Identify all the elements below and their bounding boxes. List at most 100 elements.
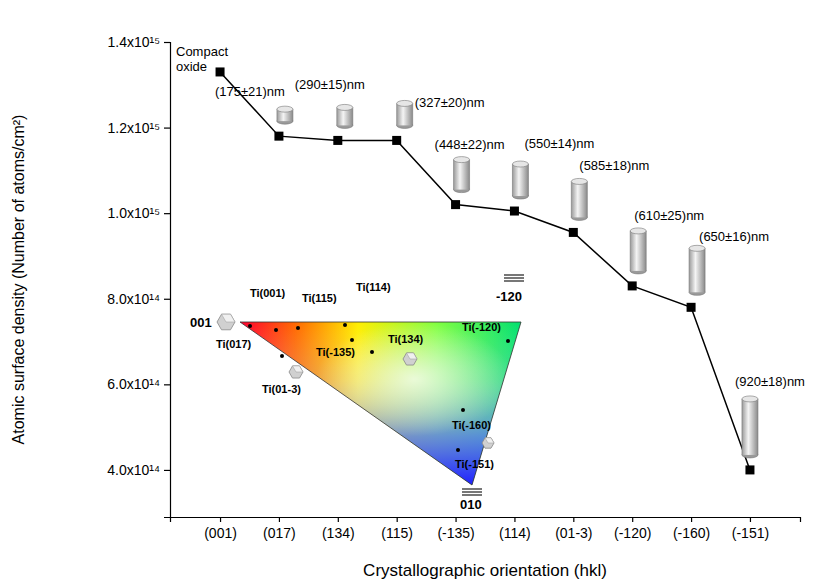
x-tick-label: (001) [204, 525, 237, 541]
cylinder-edge [453, 160, 454, 190]
data-marker [687, 303, 696, 312]
y-tick-mark [164, 299, 170, 300]
data-marker [216, 67, 225, 76]
orientation-dot [274, 328, 278, 332]
x-axis-line [171, 518, 801, 523]
cylinder-edge [705, 248, 706, 292]
x-tick-label: (114) [499, 525, 531, 541]
stripe-icon [462, 491, 482, 493]
thickness-cylinder [689, 245, 705, 295]
x-tick-label: (017) [263, 525, 296, 541]
orientation-label: Ti(-160) [452, 419, 491, 431]
cylinder-edge [469, 160, 470, 190]
x-tick-mark [397, 517, 398, 522]
x-tick-mark [573, 517, 574, 522]
corner-label: -120 [496, 289, 522, 304]
background [0, 0, 829, 587]
annotation: Compactoxide [176, 44, 228, 74]
data-marker [628, 281, 637, 290]
hexagon-icon-face [222, 314, 236, 322]
y-tick: 8.0x10¹⁴ [107, 291, 170, 307]
thickness-cylinder [337, 104, 353, 128]
hexagon-icon [482, 438, 494, 448]
x-tick-mark [279, 517, 280, 522]
cylinder-edge [352, 107, 353, 125]
thickness-cylinder [571, 178, 587, 220]
cylinder-edge [571, 181, 572, 217]
y-axis-title: Atomic surface density (Number of atoms/… [10, 115, 27, 445]
annotation: (290±15)nm [295, 77, 365, 92]
thickness-cylinder [454, 157, 470, 193]
x-tick: (001) [204, 517, 237, 541]
thickness-cylinder [277, 106, 293, 124]
x-tick: (01-3) [555, 517, 592, 541]
x-tick-mark [455, 517, 456, 522]
cylinder-edge [646, 231, 647, 271]
orientation-label: Ti(134) [388, 333, 424, 345]
x-tick: (-160) [673, 517, 710, 541]
y-tick-label: 4.0x10¹⁴ [107, 462, 160, 478]
x-tick-label: (134) [322, 525, 355, 541]
corner-label: 010 [460, 497, 482, 512]
cylinder-top [397, 100, 413, 106]
cylinder-body [689, 248, 705, 292]
x-tick-mark [338, 517, 339, 522]
cylinder-edge [741, 399, 742, 455]
x-axis: (001) (017) (134) (115) (-135) (114) (01-3) (-1… [171, 517, 801, 541]
cylinder-top [571, 178, 587, 184]
cylinder-edge [630, 231, 631, 271]
y-tick-label: 6.0x10¹⁴ [107, 376, 160, 392]
x-tick: (-151) [732, 517, 769, 541]
cylinder-edge [396, 103, 397, 125]
stripe-icon [504, 280, 524, 282]
data-marker [451, 200, 460, 209]
cylinder-edge [412, 103, 413, 125]
orientation-dot [343, 323, 347, 327]
x-tick-label: (-120) [614, 525, 651, 541]
cylinder-top [277, 106, 293, 112]
stripe-icon [504, 274, 524, 276]
inset-triangle-light [240, 322, 521, 485]
x-tick-label: (01-3) [555, 525, 592, 541]
data-marker [510, 207, 519, 216]
data-marker [569, 228, 578, 237]
annotation: (550±14)nm [524, 136, 594, 151]
y-tick-mark [164, 42, 170, 43]
cylinder-edge [336, 107, 337, 125]
cylinder-top [454, 157, 470, 163]
x-tick: (114) [499, 517, 531, 541]
y-tick-label: 1.0x10¹⁵ [108, 205, 161, 221]
x-tick-label: (-135) [437, 525, 474, 541]
thickness-cylinder [742, 396, 758, 458]
hexagon-icon [289, 366, 303, 378]
stripe-icon [462, 494, 482, 496]
y-tick-mark [164, 127, 170, 128]
data-marker [392, 136, 401, 145]
data-marker [333, 136, 342, 145]
plot-area [216, 67, 755, 474]
cylinder-top [742, 396, 758, 402]
cylinder-top [689, 245, 705, 251]
x-tick: (115) [381, 517, 413, 541]
orientation-label: Ti(115) [302, 292, 337, 304]
thickness-cylinder [397, 100, 413, 128]
annotation: (327±20)nm [415, 95, 485, 110]
x-axis-title: Crystallographic orientation (hkl) [363, 561, 607, 580]
cylinder-edge [689, 248, 690, 292]
y-tick: 1.2x10¹⁵ [108, 120, 171, 136]
annotations: Compactoxide (175±21)nm (290±15)nm (327±20)… [176, 44, 805, 458]
x-tick-label: (-160) [673, 525, 710, 541]
x-tick-label: (-151) [732, 525, 769, 541]
x-tick: (017) [263, 517, 296, 541]
orientation-dot [461, 408, 465, 412]
annotation: (448±22)nm [435, 137, 505, 152]
cylinder-edge [292, 109, 293, 121]
cylinder-top [337, 104, 353, 110]
orientation-dot [456, 448, 460, 452]
cylinder-top [512, 161, 528, 167]
inset: 001-120010Ti(001)Ti(115)Ti(114)Ti(017)Ti… [190, 274, 524, 512]
orientation-label: Ti(-151) [455, 458, 494, 470]
cylinder-body [397, 103, 413, 125]
stripe-icon [504, 277, 524, 279]
annotation: (175±21)nm [215, 84, 285, 99]
